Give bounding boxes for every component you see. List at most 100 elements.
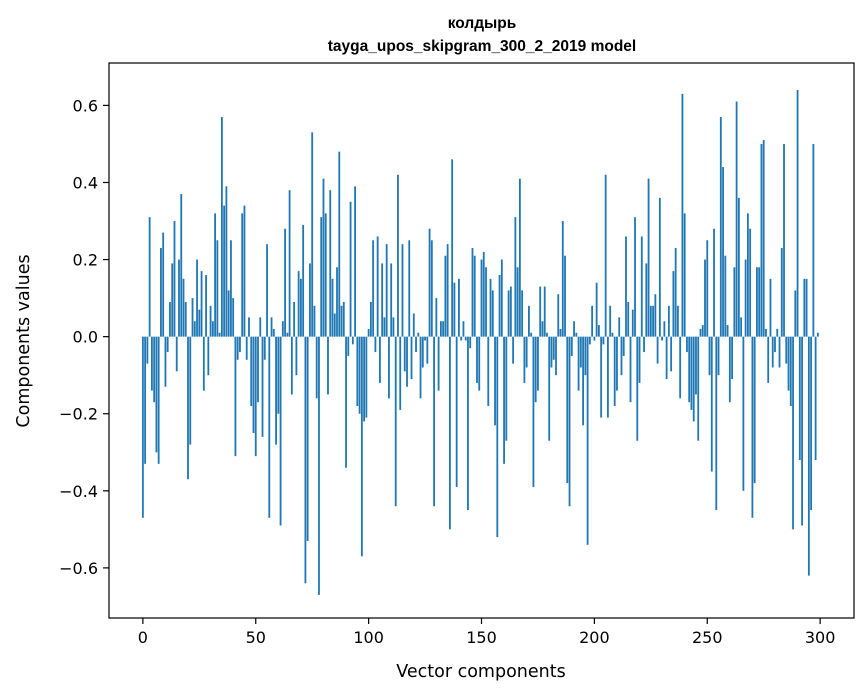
bar-287 <box>789 336 792 407</box>
bar-57 <box>270 317 273 337</box>
bar-76 <box>313 305 316 337</box>
bar-0 <box>141 336 144 518</box>
bar-215 <box>627 301 630 337</box>
bar-280 <box>774 336 776 353</box>
bar-292 <box>801 336 803 526</box>
bar-147 <box>473 255 476 337</box>
bar-7 <box>157 336 160 464</box>
bar-255 <box>717 336 720 376</box>
bar-267 <box>744 259 747 337</box>
bar-282 <box>778 336 781 368</box>
bar-80 <box>322 178 325 337</box>
bar-273 <box>758 267 761 337</box>
bar-142 <box>462 321 465 337</box>
bar-186 <box>561 221 564 337</box>
bar-109 <box>388 336 390 399</box>
bar-229 <box>658 197 661 337</box>
bar-291 <box>798 336 801 460</box>
bar-110 <box>390 263 393 337</box>
bar-299 <box>816 332 819 337</box>
bar-129 <box>433 336 435 507</box>
bar-268 <box>746 213 749 337</box>
bar-35 <box>220 116 223 337</box>
bar-13 <box>171 263 174 337</box>
bar-160 <box>503 336 505 464</box>
bar-34 <box>218 332 221 337</box>
bar-276 <box>765 328 767 337</box>
bar-241 <box>686 336 688 353</box>
bar-4 <box>150 336 153 391</box>
bar-18 <box>182 278 185 337</box>
bar-122 <box>417 332 420 337</box>
bar-194 <box>579 336 582 368</box>
bar-234 <box>670 336 673 372</box>
bar-14 <box>173 221 176 337</box>
bar-184 <box>557 294 560 337</box>
bar-216 <box>629 336 632 403</box>
bar-232 <box>665 336 668 380</box>
bar-165 <box>514 217 517 337</box>
bar-257 <box>722 167 724 337</box>
bar-256 <box>719 116 722 337</box>
bar-213 <box>622 336 625 356</box>
bar-78 <box>318 336 320 595</box>
bar-281 <box>776 328 779 337</box>
bar-11 <box>166 336 169 353</box>
bar-180 <box>548 336 551 441</box>
bar-55 <box>266 244 268 337</box>
bar-163 <box>509 286 512 337</box>
bar-52 <box>259 317 262 337</box>
bar-209 <box>613 336 616 407</box>
bar-139 <box>455 336 458 487</box>
x-tick-label: 50 <box>246 628 266 647</box>
bar-295 <box>807 336 810 576</box>
bar-61 <box>279 336 282 526</box>
bar-53 <box>261 336 264 437</box>
bar-264 <box>737 197 740 337</box>
bar-21 <box>189 336 192 445</box>
bar-219 <box>636 336 639 441</box>
bar-5 <box>153 336 156 403</box>
bar-25 <box>198 309 201 337</box>
bar-253 <box>713 228 715 337</box>
bar-28 <box>205 274 207 337</box>
bar-227 <box>654 294 657 337</box>
bar-190 <box>570 336 573 356</box>
bar-210 <box>616 336 618 391</box>
bar-263 <box>735 101 738 337</box>
bar-231 <box>663 321 666 337</box>
bar-235 <box>672 271 675 337</box>
bar-179 <box>546 332 548 337</box>
bar-252 <box>710 336 713 472</box>
bar-90 <box>345 336 347 468</box>
bar-10 <box>164 336 167 387</box>
bar-221 <box>640 236 643 337</box>
bar-15 <box>175 336 178 372</box>
bar-258 <box>724 255 727 337</box>
bar-168 <box>521 290 524 337</box>
bar-50 <box>254 336 257 457</box>
bar-283 <box>780 248 783 337</box>
bar-133 <box>442 321 445 337</box>
bar-155 <box>491 290 494 337</box>
bar-86 <box>336 267 338 337</box>
bar-164 <box>512 336 515 364</box>
bar-212 <box>620 336 623 376</box>
bar-108 <box>385 244 388 337</box>
bar-41 <box>234 336 237 457</box>
bar-152 <box>485 267 487 337</box>
bar-207 <box>609 305 612 337</box>
bar-51 <box>257 336 259 403</box>
bar-233 <box>667 305 670 337</box>
bar-244 <box>692 336 695 422</box>
bar-144 <box>467 336 469 511</box>
bar-106 <box>381 263 384 337</box>
bar-3 <box>148 217 151 337</box>
bar-120 <box>412 313 415 337</box>
bar-286 <box>787 336 790 391</box>
bar-237 <box>677 305 679 337</box>
bar-20 <box>187 336 189 480</box>
y-tick-label: 0.4 <box>73 173 98 192</box>
x-tick-label: 200 <box>579 628 610 647</box>
bar-200 <box>593 336 596 341</box>
